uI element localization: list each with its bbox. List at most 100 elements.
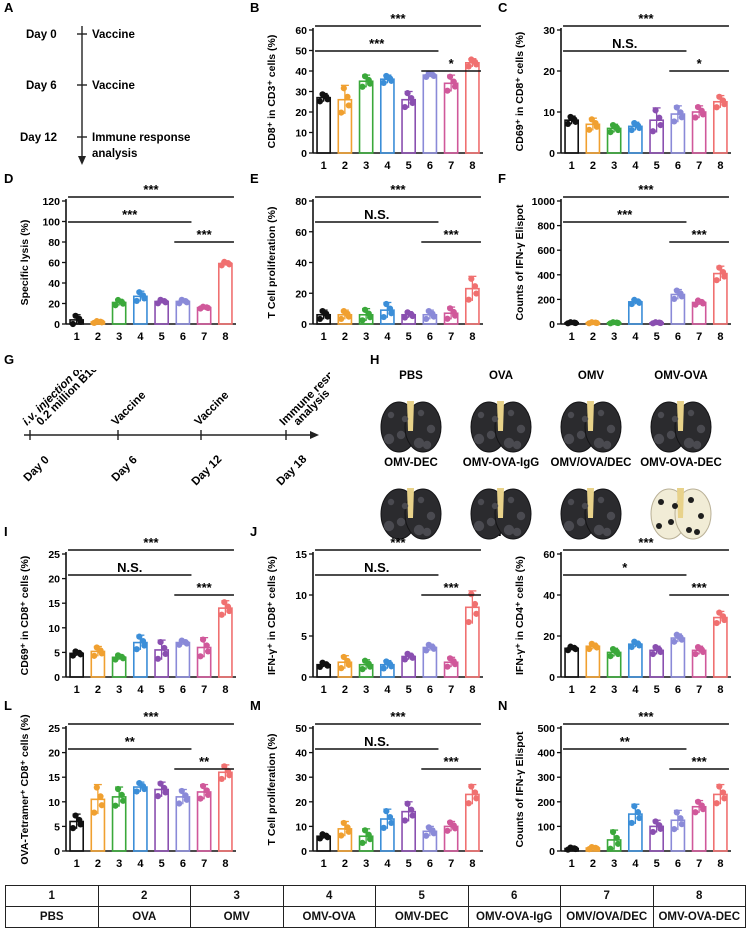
chart-b: 0 10 20 30 40 50 60 CD8⁺ in CD3⁺ cells (%) 1 2 3 4 5… — [266, 11, 483, 172]
trachea — [407, 401, 414, 431]
schedule-event: Vaccine — [92, 29, 135, 41]
schedule-event: Immune response — [92, 132, 190, 144]
data-point — [366, 80, 374, 87]
data-point — [636, 642, 643, 649]
lung-caption: OMV-OVA-IgG — [463, 457, 540, 469]
data-point — [649, 828, 657, 836]
legend-group: OMV-OVA — [282, 906, 376, 928]
x-tick-label: 2 — [342, 684, 348, 696]
x-tick-label: 4 — [384, 858, 391, 870]
tumor-nodule — [503, 437, 515, 449]
x-tick-label: 7 — [448, 331, 454, 343]
data-point — [119, 300, 127, 307]
legend-number: 3 — [190, 885, 284, 907]
data-point — [473, 61, 480, 68]
tumor-nodule — [516, 424, 526, 434]
data-point — [77, 651, 84, 658]
significance-label: *** — [390, 182, 406, 197]
data-point — [678, 114, 685, 121]
data-point — [380, 824, 387, 831]
tumor-nodule — [426, 424, 436, 434]
tumor-nodule — [688, 497, 694, 503]
significance-label: *** — [197, 227, 213, 242]
data-point — [614, 126, 622, 134]
data-point — [324, 662, 331, 669]
x-tick-label: 7 — [201, 858, 207, 870]
data-point — [91, 809, 98, 816]
x-tick-label: 6 — [427, 684, 433, 696]
data-point — [593, 845, 600, 852]
data-point — [98, 802, 105, 809]
x-tick-label: 2 — [590, 684, 596, 696]
tumor-nodule — [477, 498, 485, 506]
data-point — [673, 287, 680, 294]
data-point — [218, 611, 225, 618]
data-point — [199, 782, 207, 790]
data-point — [226, 261, 233, 268]
y-tick-label: 50 — [295, 46, 307, 58]
chart-e: 0 20 40 60 80 T Cell proliferation (%) 1 2 3 4 5 6 7… — [266, 182, 483, 343]
chart-m: 0 10 20 30 40 50 T Cell proliferation (%) 1 2 3 4 5… — [266, 709, 483, 870]
data-point — [366, 663, 374, 670]
data-point — [388, 819, 395, 827]
x-tick-label: 4 — [384, 331, 391, 343]
panel-label-d: D — [4, 171, 13, 186]
significance-label: *** — [390, 11, 406, 26]
trachea — [407, 488, 414, 518]
y-tick-label: 1000 — [532, 196, 556, 208]
data-point — [607, 845, 614, 852]
data-point — [694, 103, 702, 111]
y-tick-label: 100 — [537, 821, 555, 833]
x-tick-label: 5 — [654, 331, 660, 343]
y-tick-label: 30 — [295, 772, 307, 784]
data-point — [649, 128, 657, 135]
tumor-nodule — [417, 496, 425, 504]
x-tick-label: 7 — [696, 160, 702, 172]
y-tick-label: 25 — [48, 549, 60, 561]
data-point — [157, 296, 164, 303]
y-tick-label: 20 — [543, 66, 555, 78]
data-point — [430, 830, 437, 837]
panel-label-a: A — [4, 0, 14, 15]
data-point — [444, 663, 451, 670]
x-tick-label: 3 — [116, 331, 122, 343]
x-tick-label: 7 — [448, 160, 454, 172]
data-point — [359, 666, 366, 673]
data-point — [631, 119, 638, 127]
x-tick-label: 2 — [95, 331, 101, 343]
data-point — [593, 123, 600, 130]
significance-label: * — [622, 560, 628, 575]
x-tick-label: 7 — [696, 684, 702, 696]
y-tick-label: 15 — [48, 772, 60, 784]
y-tick-label: 200 — [537, 294, 555, 306]
x-tick-label: 6 — [675, 684, 681, 696]
lung-lobe-right — [674, 488, 712, 540]
data-point — [430, 313, 437, 320]
y-axis-label: OVA-Tetramer⁺ CD8⁺ cells (%) — [19, 714, 31, 864]
data-point — [636, 814, 643, 822]
y-tick-label: 60 — [48, 258, 60, 270]
bar-8 — [217, 262, 233, 325]
x-tick-label: 2 — [590, 160, 596, 172]
data-point — [409, 812, 416, 819]
data-point — [133, 297, 140, 305]
data-point — [694, 643, 702, 651]
x-tick-label: 6 — [675, 858, 681, 870]
tumor-nodule — [426, 511, 436, 521]
data-point — [401, 103, 409, 111]
significance-label: N.S. — [364, 560, 389, 575]
data-point — [72, 648, 79, 655]
schedule-day: Day 0 — [26, 29, 57, 41]
data-point — [692, 114, 699, 121]
x-tick-label: 8 — [222, 858, 228, 870]
data-point — [586, 645, 593, 653]
x-tick-label: 4 — [632, 684, 639, 696]
data-point — [340, 85, 347, 92]
tumor-nodule — [387, 411, 395, 419]
y-tick-label: 40 — [295, 66, 307, 78]
tumor-nodule — [656, 523, 662, 529]
data-point — [721, 795, 728, 802]
data-point — [408, 94, 415, 102]
data-point — [338, 315, 345, 323]
